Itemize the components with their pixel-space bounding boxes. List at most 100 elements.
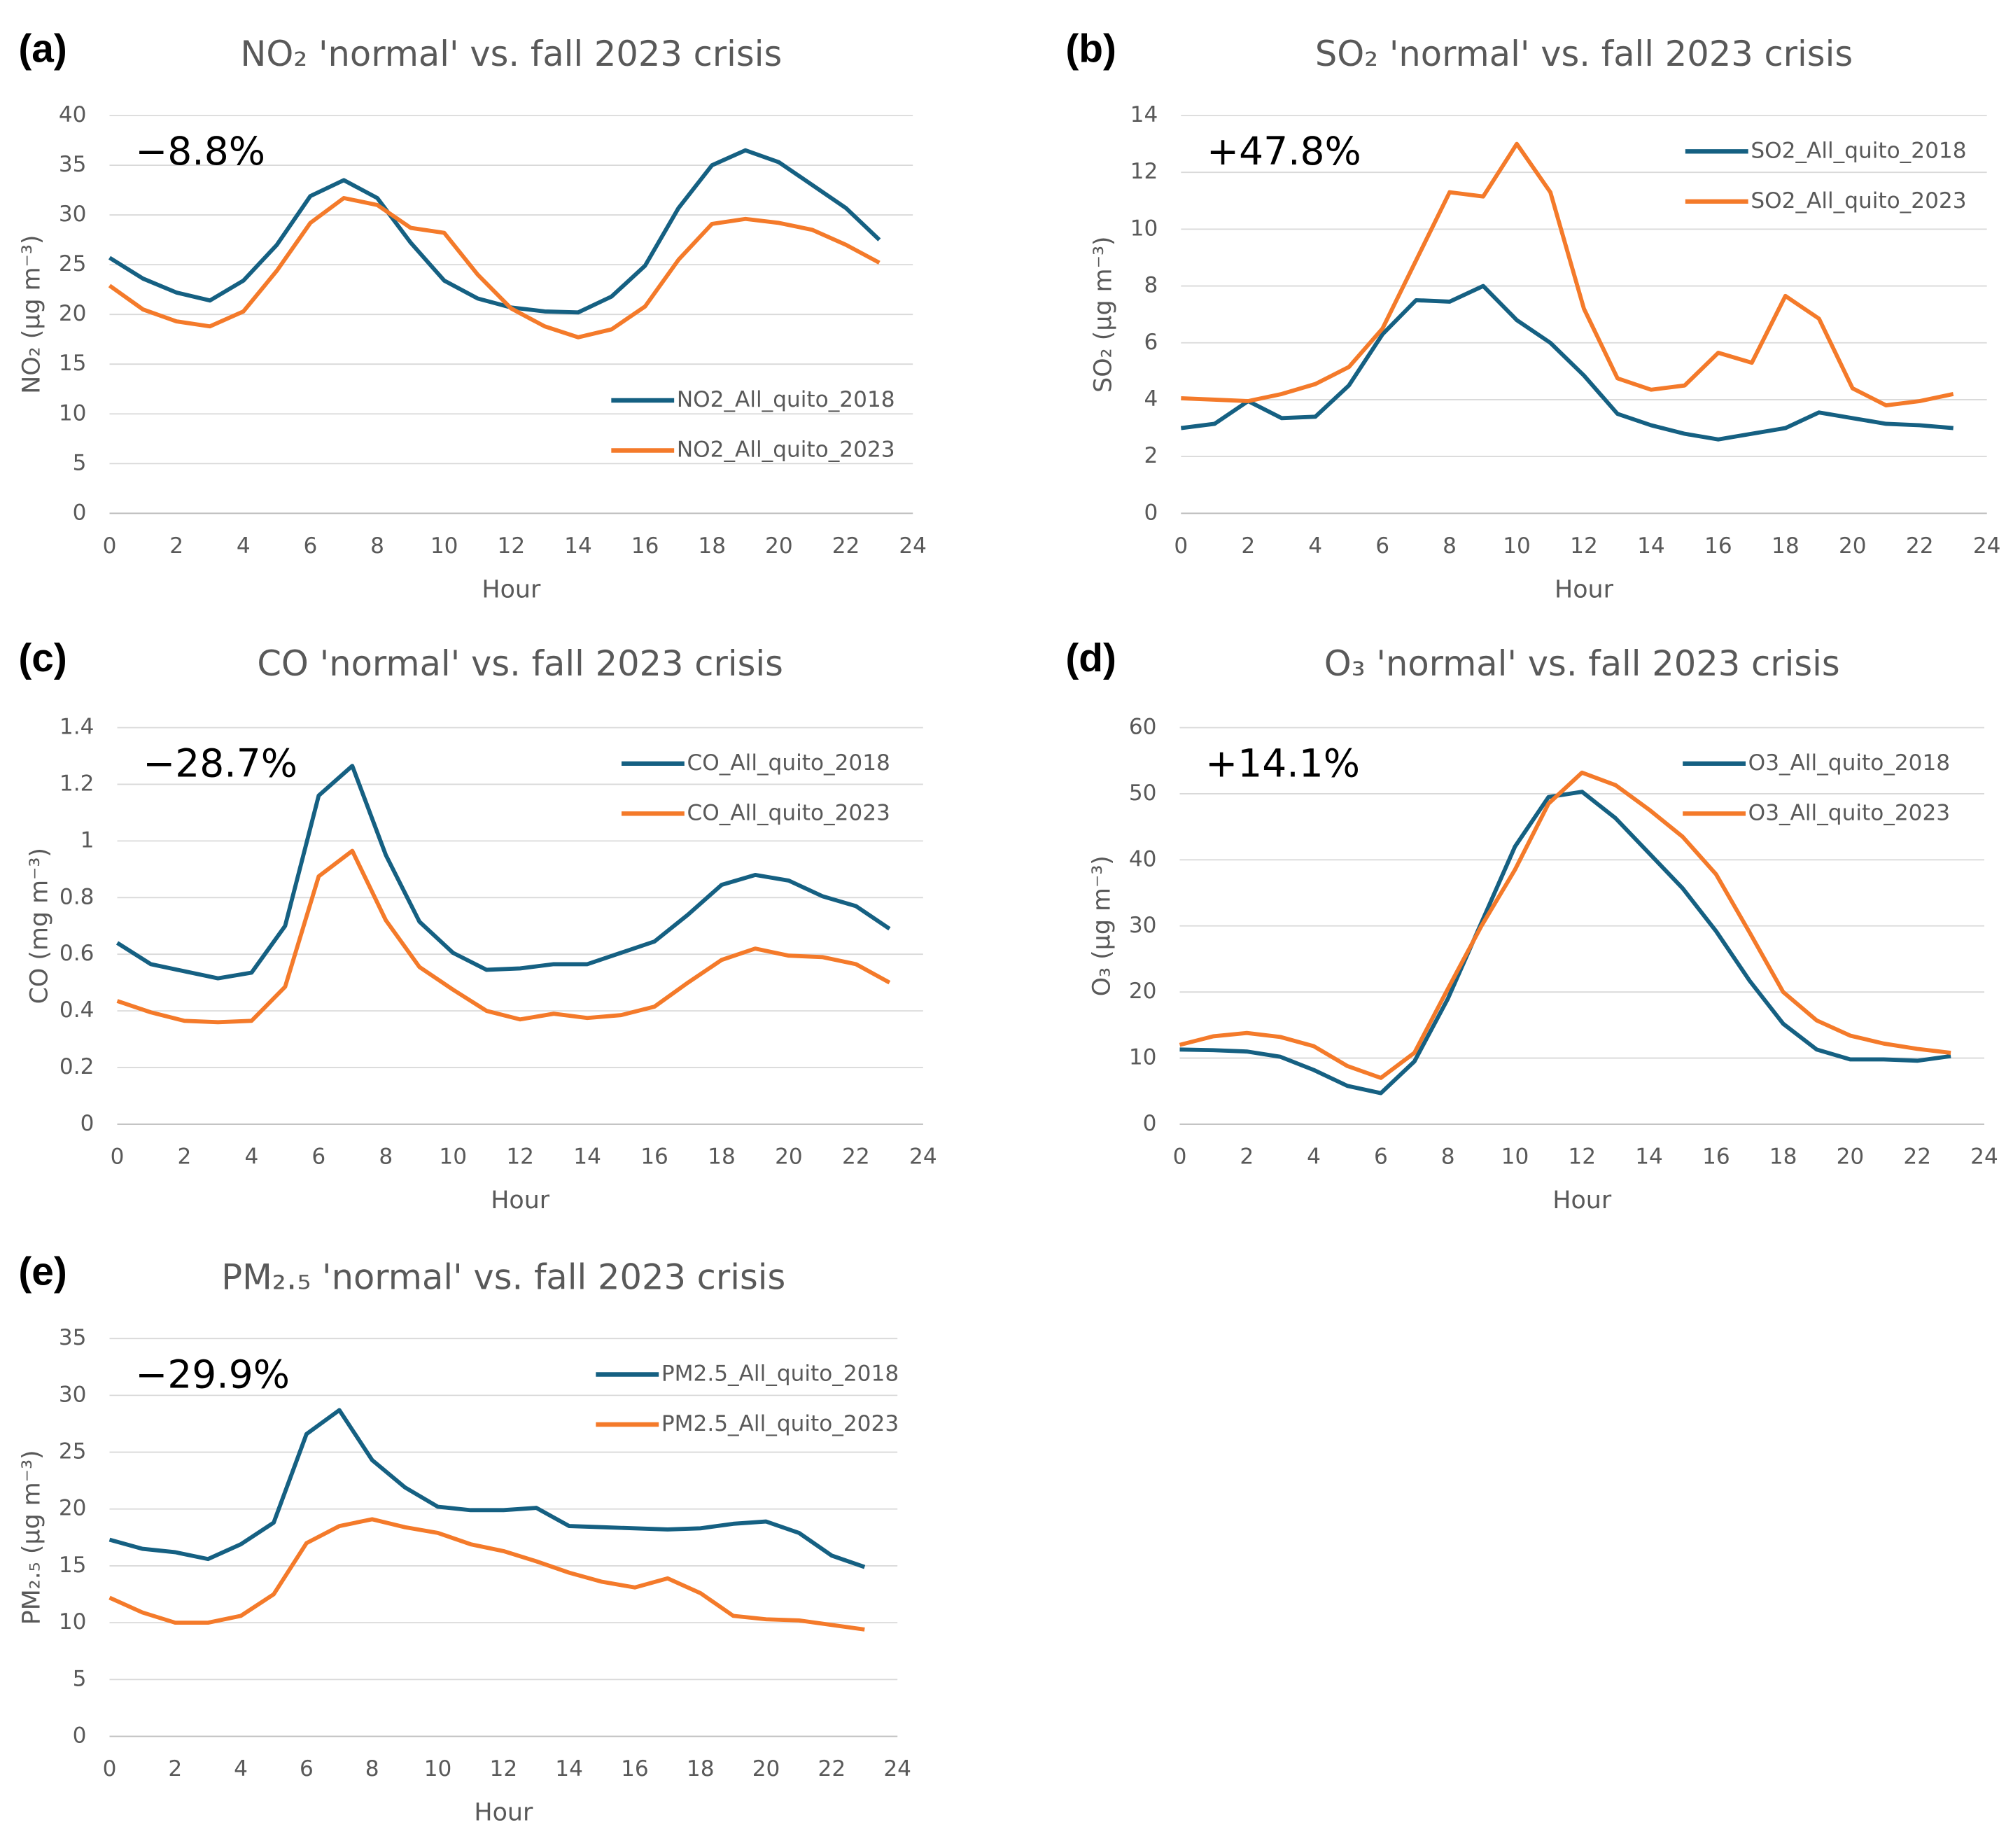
x-tick-label: 16 bbox=[621, 1756, 649, 1782]
x-tick-label: 0 bbox=[103, 1756, 117, 1782]
y-tick-label: 10 bbox=[1130, 216, 1158, 241]
y-tick-label: 1 bbox=[80, 827, 94, 853]
x-tick-label: 22 bbox=[832, 533, 860, 559]
data-line bbox=[1179, 770, 1951, 1080]
x-tick-label: 8 bbox=[370, 533, 384, 559]
x-tick-label: 14 bbox=[1637, 533, 1665, 559]
x-tick-label: 20 bbox=[765, 533, 793, 559]
x-tick-label: 14 bbox=[564, 533, 592, 559]
x-tick-label: 18 bbox=[698, 533, 726, 559]
x-tick-label: 10 bbox=[430, 533, 458, 559]
y-axis-title: NO₂ (µg m⁻³) bbox=[18, 235, 46, 394]
x-tick-label: 2 bbox=[169, 533, 183, 559]
chart-title: NO₂ 'normal' vs. fall 2023 crisis bbox=[240, 34, 782, 74]
y-tick-label: 40 bbox=[1129, 846, 1157, 872]
x-tick-label: 22 bbox=[1906, 533, 1934, 559]
x-tick-label: 0 bbox=[111, 1144, 125, 1170]
y-tick-label: 12 bbox=[1130, 159, 1158, 184]
chart-title: PM₂.₅ 'normal' vs. fall 2023 crisis bbox=[221, 1256, 785, 1297]
legend-label: PM2.5_All_quito_2023 bbox=[661, 1411, 899, 1436]
x-tick-label: 12 bbox=[498, 533, 526, 559]
y-tick-label: 15 bbox=[59, 351, 87, 376]
x-tick-label: 4 bbox=[244, 1144, 258, 1170]
legend-label: NO2_All_quito_2018 bbox=[677, 387, 895, 412]
x-tick-label: 2 bbox=[1240, 1144, 1254, 1170]
y-tick-label: 5 bbox=[73, 1666, 87, 1691]
x-tick-label: 4 bbox=[234, 1756, 248, 1782]
x-tick-label: 10 bbox=[424, 1756, 452, 1782]
x-tick-label: 22 bbox=[1903, 1144, 1931, 1170]
x-tick-label: 18 bbox=[1772, 533, 1800, 559]
y-tick-label: 2 bbox=[1144, 443, 1158, 468]
x-tick-label: 24 bbox=[1970, 1144, 1998, 1170]
y-tick-label: 6 bbox=[1144, 330, 1158, 355]
x-tick-label: 2 bbox=[1241, 533, 1255, 559]
x-tick-label: 0 bbox=[1174, 533, 1188, 559]
x-tick-label: 0 bbox=[1173, 1144, 1187, 1170]
chart-title: O₃ 'normal' vs. fall 2023 crisis bbox=[1324, 643, 1840, 684]
y-axis-title: CO (mg m⁻³) bbox=[26, 848, 54, 1004]
x-axis-title: Hour bbox=[491, 1186, 550, 1214]
x-tick-label: 6 bbox=[300, 1756, 314, 1782]
x-tick-label: 14 bbox=[1635, 1144, 1663, 1170]
panel-label: (c) bbox=[18, 636, 66, 680]
x-tick-label: 22 bbox=[818, 1756, 846, 1782]
data-line bbox=[108, 1517, 865, 1632]
x-tick-label: 12 bbox=[490, 1756, 518, 1782]
x-tick-label: 16 bbox=[1702, 1144, 1730, 1170]
y-axis-title: PM₂.₅ (µg m⁻³) bbox=[18, 1450, 46, 1625]
y-tick-label: 40 bbox=[59, 102, 87, 127]
x-tick-label: 12 bbox=[506, 1144, 534, 1170]
y-tick-label: 0 bbox=[1144, 500, 1158, 525]
x-tick-label: 24 bbox=[1973, 533, 2001, 559]
x-tick-label: 24 bbox=[909, 1144, 937, 1170]
x-tick-label: 10 bbox=[1501, 1144, 1529, 1170]
x-axis-title: Hour bbox=[1552, 1186, 1612, 1214]
y-tick-label: 0.4 bbox=[59, 997, 94, 1023]
x-tick-label: 18 bbox=[687, 1756, 715, 1782]
legend-label: O3_All_quito_2023 bbox=[1748, 800, 1950, 825]
panel-label: (d) bbox=[1065, 636, 1116, 680]
y-tick-label: 20 bbox=[59, 301, 87, 326]
y-axis-title: O₃ (µg m⁻³) bbox=[1088, 855, 1116, 996]
y-tick-label: 14 bbox=[1130, 102, 1158, 127]
y-tick-label: 4 bbox=[1144, 386, 1158, 412]
y-tick-label: 10 bbox=[1129, 1045, 1157, 1070]
y-tick-label: 30 bbox=[59, 202, 87, 227]
y-tick-label: 10 bbox=[59, 400, 87, 426]
data-line bbox=[1180, 284, 1954, 442]
x-tick-label: 8 bbox=[1443, 533, 1457, 559]
x-tick-label: 20 bbox=[752, 1756, 780, 1782]
y-tick-label: 1.2 bbox=[59, 771, 94, 796]
x-tick-label: 8 bbox=[379, 1144, 393, 1170]
y-tick-label: 0 bbox=[80, 1111, 94, 1136]
x-tick-label: 10 bbox=[439, 1144, 467, 1170]
x-tick-label: 6 bbox=[311, 1144, 325, 1170]
data-line bbox=[116, 848, 891, 1025]
y-tick-label: 20 bbox=[59, 1496, 87, 1521]
y-axis-title: SO₂ (µg m⁻³) bbox=[1089, 236, 1117, 392]
y-tick-label: 20 bbox=[1129, 979, 1157, 1004]
y-tick-label: 0.6 bbox=[59, 941, 94, 966]
x-tick-label: 10 bbox=[1503, 533, 1531, 559]
y-tick-label: 60 bbox=[1129, 715, 1157, 740]
x-tick-label: 22 bbox=[842, 1144, 870, 1170]
data-line bbox=[108, 196, 881, 340]
x-tick-label: 6 bbox=[1374, 1144, 1388, 1170]
x-tick-label: 20 bbox=[1839, 533, 1867, 559]
x-tick-label: 4 bbox=[237, 533, 251, 559]
x-tick-label: 2 bbox=[168, 1756, 182, 1782]
x-tick-label: 16 bbox=[640, 1144, 668, 1170]
y-tick-label: 0.8 bbox=[59, 884, 94, 909]
chart-title: CO 'normal' vs. fall 2023 crisis bbox=[257, 643, 783, 684]
x-tick-label: 8 bbox=[365, 1756, 379, 1782]
data-line bbox=[115, 764, 891, 981]
annotation: −29.9% bbox=[135, 1352, 290, 1396]
y-tick-label: 10 bbox=[59, 1609, 87, 1634]
x-axis-title: Hour bbox=[474, 1799, 533, 1827]
y-tick-label: 30 bbox=[59, 1382, 87, 1407]
x-tick-label: 6 bbox=[1375, 533, 1389, 559]
data-line bbox=[108, 148, 881, 315]
data-line bbox=[1179, 790, 1951, 1096]
